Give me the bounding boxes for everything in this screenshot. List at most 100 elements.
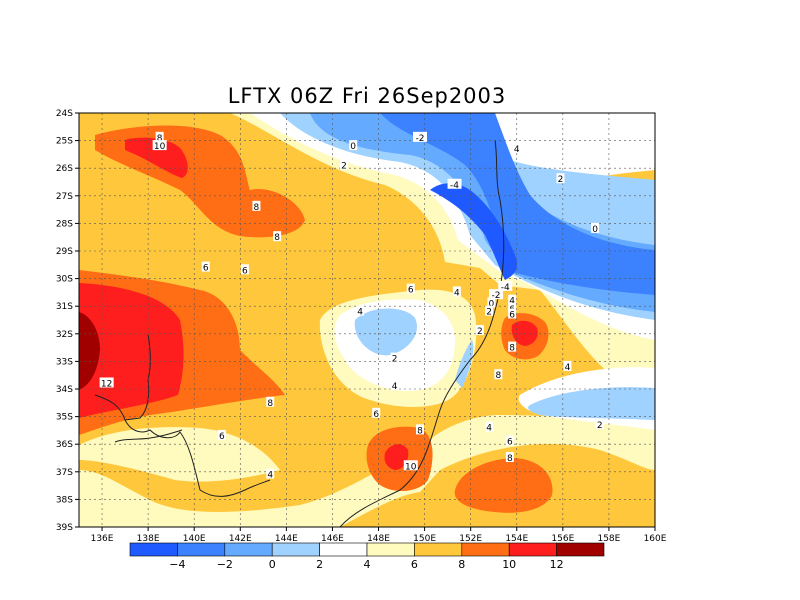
x-tick-label: 154E — [505, 534, 528, 544]
contour-label-bg — [252, 200, 261, 211]
contour-label: 6 — [242, 266, 248, 276]
contour-label: 10 — [405, 462, 417, 472]
contour-label: 4 — [509, 297, 515, 307]
contour-label-bg — [595, 418, 604, 429]
colorbar-swatch — [319, 542, 368, 557]
colorbar-label: 12 — [550, 558, 564, 571]
field-10-12-east — [511, 320, 538, 346]
x-axis-ticks: 136E 138E 140E 142E 144E 146E 148E 150E 152E 154E… — [91, 527, 667, 544]
colorbar-label: 6 — [411, 558, 418, 571]
contour-label-bg — [512, 142, 521, 153]
y-tick-label: 38S — [56, 495, 73, 505]
contour-label-bg — [505, 452, 514, 462]
colorbar-swatch — [177, 542, 226, 557]
field-0-2-strip — [455, 340, 474, 388]
colorbar-label: −4 — [169, 558, 185, 571]
contour-label: 8 — [267, 399, 273, 409]
x-tick-label: 136E — [91, 534, 114, 544]
colorbar-swatch — [129, 542, 178, 557]
contour-label: 2 — [477, 327, 483, 337]
x-tick-label: 158E — [597, 534, 620, 544]
y-axis-ticks: 24S 25S 26S 27S 28S 29S 30S 31S 32S 33S 34S 35S 36S 3… — [56, 109, 79, 533]
field-0-2-east — [528, 387, 655, 420]
contour-label-bg — [390, 352, 399, 363]
grid-lines — [79, 113, 655, 527]
x-tick-label: 138E — [137, 534, 160, 544]
contour-label: -2 — [415, 134, 424, 144]
y-tick-label: 34S — [56, 385, 73, 395]
contour-label-bg — [349, 140, 358, 151]
contour-label: -4 — [450, 181, 459, 191]
field-0-2-blob — [354, 308, 418, 356]
contour-label-bg — [152, 140, 167, 151]
contour-label-bg — [494, 369, 503, 380]
coastline-gulf — [94, 334, 271, 497]
contour-label-bg — [201, 261, 210, 272]
contour-label-bg — [505, 435, 514, 446]
y-tick-label: 29S — [56, 247, 73, 257]
colorbar-swatch — [461, 542, 510, 557]
colorbar-label: −2 — [217, 558, 233, 571]
y-tick-label: 33S — [56, 357, 73, 367]
x-tick-label: 148E — [367, 534, 390, 544]
colorbar-label: 0 — [269, 558, 276, 571]
contour-label: -4 — [501, 283, 510, 293]
contour-label-bg — [556, 173, 565, 184]
contour-label-bg — [591, 222, 600, 233]
y-tick-label: 31S — [56, 302, 73, 312]
colorbar: −4 −2 0 2 4 6 8 10 12 — [129, 542, 605, 571]
colorbar-swatch — [556, 542, 605, 557]
y-tick-label: 37S — [56, 468, 73, 478]
x-tick-label: 160E — [644, 534, 667, 544]
contour-label: 6 — [408, 286, 414, 296]
contour-label: 4 — [565, 363, 571, 373]
coastline-bass — [114, 429, 183, 443]
contour-label-bg — [447, 178, 462, 189]
x-tick-label: 156E — [551, 534, 574, 544]
y-tick-label: 39S — [56, 523, 73, 533]
contour-label: 4 — [267, 471, 273, 481]
contour-label-bg — [485, 305, 494, 316]
contour-label-bg — [508, 294, 517, 305]
contour-label: 12 — [101, 379, 112, 389]
contour-label: 6 — [509, 310, 515, 320]
contour-label-bg — [487, 297, 496, 308]
contour-label: 8 — [274, 233, 280, 243]
contour-label-bg — [339, 159, 348, 170]
field-m4-m2 — [380, 113, 655, 295]
x-tick-label: 144E — [275, 534, 298, 544]
contour-label: 6 — [373, 410, 379, 420]
field-lt-m4 — [430, 183, 517, 280]
contour-label-bg — [412, 131, 427, 142]
colorbar-swatch — [366, 542, 415, 557]
field-gt-12 — [79, 312, 100, 390]
y-tick-label: 35S — [56, 413, 73, 423]
contour-label-bg — [155, 131, 164, 142]
contour-label: 2 — [486, 308, 492, 318]
contour-label: 2 — [392, 355, 398, 365]
contour-label-bg — [99, 377, 114, 388]
x-tick-label: 140E — [183, 534, 206, 544]
colorbar-swatch — [508, 542, 557, 557]
contour-label: 2 — [597, 421, 603, 431]
contour-label-bg — [273, 231, 282, 242]
contour-label-bg — [563, 360, 572, 371]
contour-label: 6 — [203, 264, 209, 274]
colorbar-label: 2 — [316, 558, 323, 571]
contour-label: 6 — [507, 437, 513, 447]
y-tick-label: 28S — [56, 219, 73, 229]
colorbar-label: 8 — [458, 558, 465, 571]
contour-label: 0 — [350, 142, 356, 152]
contour-label-bg — [240, 264, 249, 275]
x-tick-label: 146E — [321, 534, 344, 544]
map-frame — [78, 112, 656, 528]
y-tick-label: 24S — [56, 109, 73, 119]
colorbar-swatch — [224, 542, 273, 557]
contour-label-bg — [498, 280, 513, 291]
field-10-12-center — [384, 444, 409, 470]
contour-label: 4 — [357, 308, 363, 318]
contour-label: 0 — [489, 299, 495, 309]
shaded-field — [79, 113, 655, 527]
contour-label: -2 — [492, 291, 501, 301]
